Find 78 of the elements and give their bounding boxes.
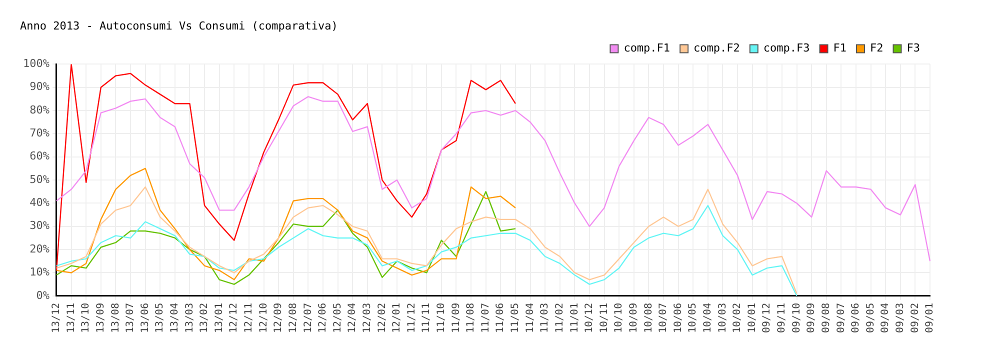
x-tick-label: 11/11 xyxy=(421,302,432,334)
y-tick-label: 20% xyxy=(30,242,50,256)
x-tick-label: 10/10 xyxy=(614,302,625,334)
y-tick-label: 0% xyxy=(36,288,50,302)
legend-label: comp.F2 xyxy=(694,42,740,55)
y-tick-label: 80% xyxy=(30,103,50,116)
x-tick-label: 10/09 xyxy=(628,302,640,334)
x-tick-label: 13/01 xyxy=(214,302,225,334)
x-tick-label: 13/05 xyxy=(154,302,166,334)
x-tick-label: 09/07 xyxy=(836,302,847,334)
x-tick-label: 12/01 xyxy=(392,302,403,334)
y-tick-label: 50% xyxy=(30,172,50,186)
x-tick-label: 09/06 xyxy=(850,302,862,334)
y-tick-label: 70% xyxy=(30,126,50,140)
x-tick-label: 13/09 xyxy=(96,302,106,334)
x-tick-label: 13/04 xyxy=(170,302,181,334)
x-tick-label: 09/04 xyxy=(880,302,892,334)
chart-title: Anno 2013 - Autoconsumi Vs Consumi (comparativa) xyxy=(20,19,338,32)
x-tick-label: 13/10 xyxy=(80,302,92,334)
x-tick-label: 12/12 xyxy=(228,302,240,334)
x-tick-label: 11/08 xyxy=(466,302,477,334)
x-tick-label: 09/08 xyxy=(820,302,832,334)
x-tick-label: 09/09 xyxy=(806,302,818,334)
x-tick-label: 11/04 xyxy=(524,302,536,334)
x-tick-label: 10/05 xyxy=(688,302,699,334)
y-tick-label: 90% xyxy=(30,80,50,94)
x-tick-label: 11/06 xyxy=(495,302,506,334)
x-tick-label: 10/04 xyxy=(702,302,714,334)
x-tick-label: 10/03 xyxy=(717,302,728,334)
x-tick-label: 12/04 xyxy=(347,302,358,334)
y-tick-label: 30% xyxy=(30,219,50,232)
legend-label: comp.F3 xyxy=(763,42,810,55)
x-tick-label: 09/05 xyxy=(865,302,876,334)
x-tick-label: 10/08 xyxy=(643,302,654,334)
x-tick-label: 13/12 xyxy=(51,302,62,334)
x-tick-label: 11/01 xyxy=(569,302,580,334)
x-tick-label: 10/01 xyxy=(746,302,758,334)
x-tick-label: 13/07 xyxy=(125,302,136,334)
y-tick-label: 40% xyxy=(30,196,50,210)
x-tick-label: 13/08 xyxy=(110,302,122,334)
x-tick-label: 10/07 xyxy=(658,302,670,334)
x-tick-label: 13/02 xyxy=(199,302,210,334)
x-tick-label: 12/06 xyxy=(318,302,329,334)
x-tick-label: 12/05 xyxy=(332,302,344,334)
x-tick-label: 12/02 xyxy=(376,302,388,334)
x-tick-label: 11/05 xyxy=(510,302,522,334)
x-tick-label: 11/12 xyxy=(406,302,418,334)
x-tick-label: 13/03 xyxy=(184,302,196,334)
legend-label: comp.F1 xyxy=(624,42,670,55)
x-tick-label: 12/09 xyxy=(273,302,284,334)
x-tick-label: 09/12 xyxy=(762,302,773,334)
x-tick-label: 12/08 xyxy=(288,302,299,334)
x-tick-label: 12/10 xyxy=(258,302,270,334)
x-tick-label: 13/06 xyxy=(140,302,151,334)
x-tick-label: 09/03 xyxy=(894,302,906,334)
y-tick-label: 10% xyxy=(30,266,50,279)
x-tick-label: 11/10 xyxy=(436,302,448,334)
x-tick-label: 12/07 xyxy=(302,302,314,334)
x-tick-label: 11/03 xyxy=(540,302,551,334)
x-tick-label: 10/02 xyxy=(732,302,744,334)
legend-label: F1 xyxy=(833,42,847,55)
x-tick-label: 12/03 xyxy=(362,302,373,334)
x-tick-label: 11/07 xyxy=(480,302,492,334)
y-tick-label: 100% xyxy=(22,57,50,70)
x-tick-label: 10/06 xyxy=(672,302,684,334)
x-tick-label: 12/11 xyxy=(244,302,255,334)
y-tick-label: 60% xyxy=(30,150,50,163)
x-tick-label: 11/02 xyxy=(554,302,566,334)
x-tick-label: 10/12 xyxy=(584,302,596,334)
legend-label: F3 xyxy=(906,42,920,55)
legend-label: F2 xyxy=(870,42,884,55)
x-tick-label: 09/11 xyxy=(776,302,788,334)
x-tick-label: 11/09 xyxy=(450,302,462,334)
x-tick-label: 09/02 xyxy=(910,302,921,334)
x-tick-label: 09/01 xyxy=(924,302,936,334)
x-tick-label: 10/11 xyxy=(598,302,610,334)
x-tick-label: 09/10 xyxy=(791,302,802,334)
x-tick-label: 13/11 xyxy=(66,302,77,334)
